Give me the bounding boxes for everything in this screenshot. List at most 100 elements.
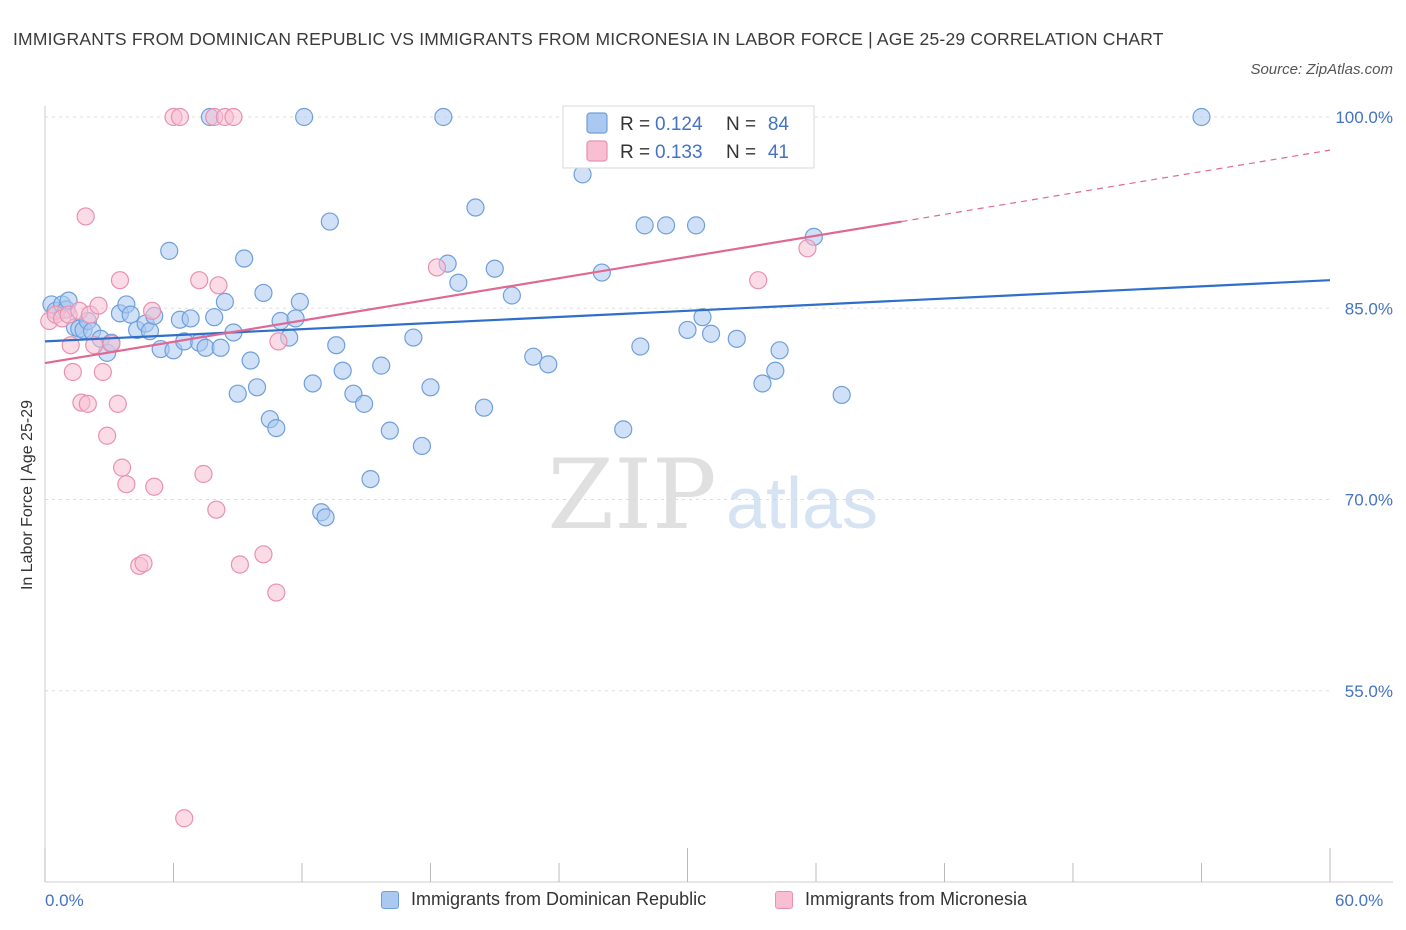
point-dominican xyxy=(524,347,543,366)
watermark-atlas: atlas xyxy=(726,464,878,544)
point-micronesia xyxy=(749,271,768,290)
point-micronesia xyxy=(254,545,273,564)
point-micronesia xyxy=(76,207,95,226)
stats-swatch-micronesia xyxy=(586,140,608,162)
point-dominican xyxy=(205,308,224,327)
stats-n-label: N = xyxy=(726,114,756,135)
point-dominican xyxy=(485,259,504,278)
grid-lines xyxy=(45,116,1330,692)
point-micronesia xyxy=(207,500,226,519)
point-dominican xyxy=(404,328,423,347)
series-micronesia-points xyxy=(40,107,817,828)
point-micronesia xyxy=(269,332,288,351)
y-tick-label: 100.0% xyxy=(1335,108,1393,127)
point-dominican xyxy=(160,241,179,260)
point-dominican xyxy=(434,107,453,127)
point-dominican xyxy=(286,309,305,328)
point-micronesia xyxy=(427,258,447,277)
trend-line-dominican xyxy=(44,279,1331,343)
stats-r-value: 0.133 xyxy=(655,142,703,163)
y-tick-label: 70.0% xyxy=(1345,491,1393,510)
point-dominican xyxy=(267,419,286,438)
stats-r-label: R = xyxy=(620,142,650,163)
point-micronesia xyxy=(93,362,112,382)
legend-swatch-dominican xyxy=(381,890,399,909)
point-dominican xyxy=(635,216,654,235)
point-dominican xyxy=(701,324,721,343)
point-dominican xyxy=(327,336,346,355)
point-dominican xyxy=(228,384,247,403)
point-dominican xyxy=(1192,107,1211,127)
trend-line-micronesia xyxy=(44,220,902,365)
axes xyxy=(44,106,1393,883)
point-dominican xyxy=(686,216,706,235)
point-micronesia xyxy=(170,107,190,127)
point-dominican xyxy=(181,309,200,328)
point-dominican xyxy=(753,374,772,393)
point-dominican xyxy=(211,338,230,357)
source-label: Source: ZipAtlas.com xyxy=(1250,61,1393,78)
point-micronesia xyxy=(142,301,162,320)
point-dominican xyxy=(247,378,267,397)
stats-n-value: 84 xyxy=(768,114,790,135)
x-tick-label-min: 0.0% xyxy=(45,891,84,910)
point-dominican xyxy=(502,286,521,305)
point-dominican xyxy=(361,470,380,489)
point-dominican xyxy=(215,292,234,311)
point-dominican xyxy=(466,198,485,217)
point-micronesia xyxy=(175,809,194,828)
point-dominican xyxy=(727,329,746,348)
point-micronesia xyxy=(194,464,213,484)
point-dominican xyxy=(832,385,851,405)
point-dominican xyxy=(241,351,260,370)
point-dominican xyxy=(539,355,558,374)
point-dominican xyxy=(614,420,633,439)
stats-swatch-dominican xyxy=(586,112,608,134)
legend-item-dominican: Immigrants from Dominican Republic xyxy=(381,889,706,910)
point-micronesia xyxy=(230,555,249,574)
point-micronesia xyxy=(63,362,82,382)
bottom-legend: Immigrants from Dominican Republic Immig… xyxy=(0,889,1406,915)
point-dominican xyxy=(372,356,391,375)
point-dominican xyxy=(303,374,322,393)
point-micronesia xyxy=(117,475,136,494)
y-tick-label: 55.0% xyxy=(1345,682,1393,701)
point-dominican xyxy=(412,436,432,456)
point-dominican xyxy=(121,305,140,324)
point-dominican xyxy=(693,308,712,327)
watermark-zip: ZIP xyxy=(547,439,716,551)
x-tick-label-max: 60.0% xyxy=(1335,891,1384,910)
point-dominican xyxy=(656,216,676,235)
point-dominican xyxy=(449,273,468,292)
point-micronesia xyxy=(108,394,127,413)
stats-n-label: N = xyxy=(726,142,756,163)
point-dominican xyxy=(271,311,290,331)
point-micronesia xyxy=(89,296,108,315)
point-dominican xyxy=(290,292,309,311)
legend-swatch-micronesia xyxy=(775,890,793,909)
trend-lines xyxy=(44,149,1331,365)
point-micronesia xyxy=(145,477,164,496)
point-dominican xyxy=(355,394,374,413)
point-dominican xyxy=(295,107,314,127)
point-dominican xyxy=(421,378,440,397)
point-micronesia xyxy=(110,271,130,290)
point-dominican xyxy=(766,361,785,380)
point-micronesia xyxy=(112,458,132,477)
point-micronesia xyxy=(190,271,209,290)
point-micronesia xyxy=(98,426,117,445)
point-micronesia xyxy=(267,583,286,602)
point-micronesia xyxy=(224,107,243,127)
point-dominican xyxy=(254,283,273,303)
point-dominican xyxy=(235,249,254,268)
point-dominican xyxy=(678,320,697,340)
legend-label-dominican: Immigrants from Dominican Republic xyxy=(411,889,707,909)
stats-r-label: R = xyxy=(620,114,650,135)
stats-r-value: 0.124 xyxy=(655,114,703,135)
point-micronesia xyxy=(78,394,97,413)
chart-title: IMMIGRANTS FROM DOMINICAN REPUBLIC VS IM… xyxy=(13,29,1164,49)
y-tick-label: 85.0% xyxy=(1345,299,1393,318)
trend-line-micronesia-extension xyxy=(901,149,1331,223)
stats-n-value: 41 xyxy=(768,142,789,163)
